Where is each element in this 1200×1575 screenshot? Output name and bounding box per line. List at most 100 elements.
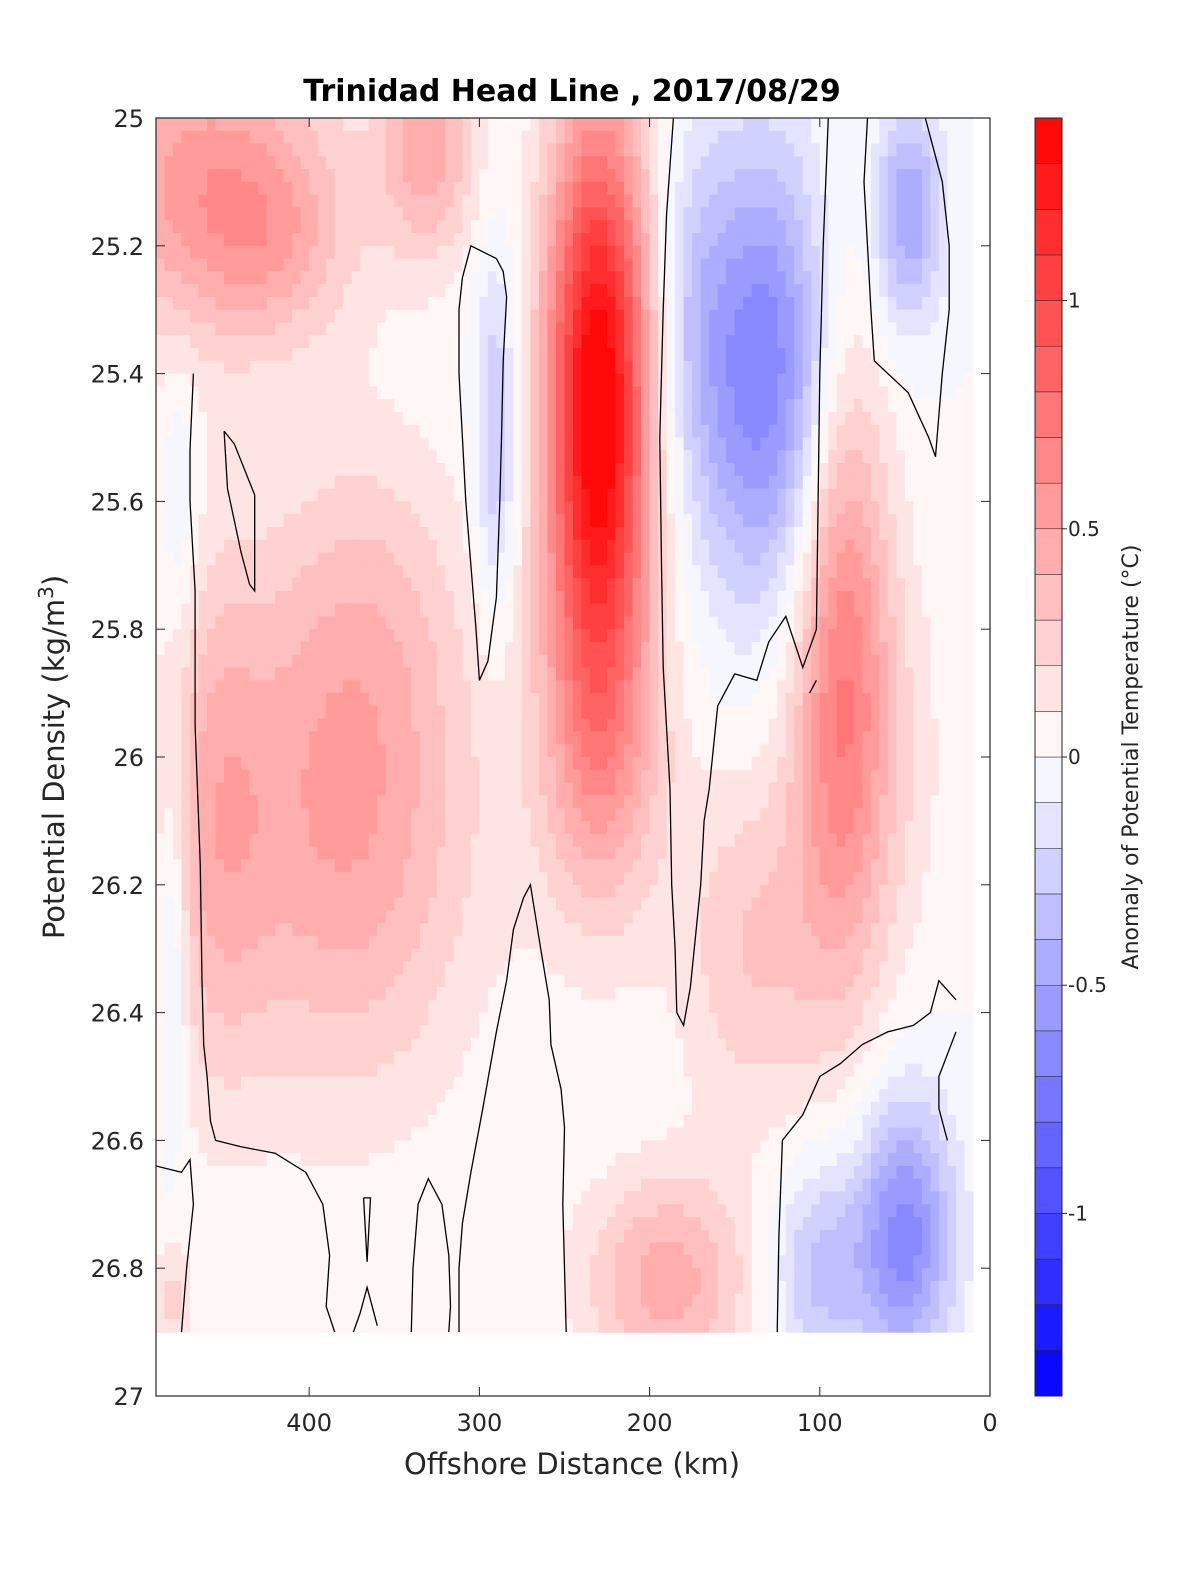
heatmap-cell: [453, 1140, 463, 1154]
heatmap-cell: [377, 194, 387, 209]
heatmap-cell: [487, 859, 498, 873]
heatmap-cell: [207, 948, 217, 963]
heatmap-cell: [266, 386, 276, 400]
heatmap-cell: [309, 1089, 319, 1103]
heatmap-cell: [402, 833, 412, 848]
heatmap-cell: [326, 744, 336, 758]
heatmap-cell: [411, 859, 421, 873]
heatmap-cell: [351, 629, 361, 643]
heatmap-cell: [487, 872, 498, 886]
heatmap-cell: [317, 220, 327, 234]
heatmap-cell: [470, 641, 480, 656]
heatmap-cell: [300, 757, 310, 771]
heatmap-cell: [283, 514, 293, 528]
heatmap-cell: [564, 923, 574, 937]
heatmap-cell: [462, 731, 472, 745]
heatmap-cell: [411, 450, 421, 464]
heatmap-cell: [504, 1204, 515, 1218]
heatmap-cell: [266, 744, 276, 758]
heatmap-cell: [190, 884, 200, 899]
heatmap-cell: [385, 360, 395, 375]
heatmap-cell: [436, 424, 446, 439]
heatmap-cell: [530, 1280, 540, 1295]
heatmap-cell: [266, 1191, 276, 1205]
heatmap-cell: [581, 1319, 591, 1333]
heatmap-cell: [181, 399, 191, 413]
heatmap-cell: [513, 1012, 523, 1026]
heatmap-cell: [487, 1038, 498, 1052]
heatmap-cell: [513, 578, 523, 592]
heatmap-cell: [275, 1293, 285, 1308]
heatmap-cell: [428, 1050, 438, 1065]
heatmap-cell: [360, 169, 370, 183]
heatmap-cell: [445, 999, 455, 1014]
heatmap-cell: [581, 731, 591, 745]
heatmap-cell: [479, 296, 489, 311]
heatmap-cell: [224, 731, 234, 745]
heatmap-cell: [513, 1280, 523, 1295]
heatmap-cell: [436, 284, 446, 298]
heatmap-cell: [385, 833, 395, 848]
heatmap-cell: [479, 1204, 489, 1218]
heatmap-cell: [436, 757, 446, 771]
heatmap-cell: [436, 1153, 446, 1167]
heatmap-cell: [419, 616, 429, 630]
heatmap-cell: [207, 974, 217, 988]
heatmap-cell: [317, 1127, 327, 1141]
heatmap-cell: [283, 782, 293, 796]
heatmap-cell: [385, 552, 395, 566]
heatmap-cell: [300, 348, 310, 362]
heatmap-cell: [377, 705, 387, 720]
heatmap-cell: [258, 169, 268, 183]
heatmap-cell: [164, 450, 174, 464]
heatmap-cell: [198, 1140, 208, 1154]
heatmap-cell: [266, 897, 276, 911]
heatmap-cell: [275, 1114, 285, 1129]
heatmap-cell: [521, 1293, 532, 1308]
heatmap-cell: [309, 961, 319, 975]
heatmap-cell: [207, 897, 217, 911]
heatmap-cell: [343, 348, 353, 362]
heatmap-cell: [555, 757, 566, 771]
heatmap-cell: [530, 1025, 540, 1039]
heatmap-cell: [590, 1165, 600, 1180]
heatmap-cell: [156, 782, 166, 796]
heatmap-cell: [462, 641, 472, 656]
heatmap-cell: [598, 693, 608, 707]
heatmap-cell: [547, 782, 557, 796]
heatmap-cell: [453, 424, 463, 439]
heatmap-cell: [513, 1178, 523, 1193]
heatmap-cell: [317, 987, 327, 1001]
heatmap-cell: [343, 552, 353, 566]
heatmap-cell: [436, 399, 446, 413]
heatmap-cell: [368, 143, 378, 157]
heatmap-cell: [164, 910, 174, 924]
heatmap-cell: [385, 118, 395, 132]
heatmap-cell: [164, 386, 174, 400]
heatmap-cell: [292, 322, 302, 336]
heatmap-cell: [487, 1114, 498, 1129]
heatmap-cell: [334, 846, 344, 860]
heatmap-cell: [334, 373, 344, 387]
heatmap-cell: [547, 1038, 557, 1052]
heatmap-cell: [156, 705, 166, 720]
heatmap-cell: [547, 1191, 557, 1205]
heatmap-cell: [300, 846, 310, 860]
heatmap-cell: [453, 999, 463, 1014]
heatmap-cell: [419, 1165, 429, 1180]
heatmap-cell: [317, 463, 327, 477]
heatmap-cell: [241, 271, 251, 285]
heatmap-cell: [590, 795, 600, 809]
heatmap-cell: [394, 629, 404, 643]
heatmap-cell: [555, 961, 566, 975]
heatmap-cell: [215, 1217, 225, 1231]
heatmap-cell: [598, 501, 608, 515]
heatmap-cell: [275, 1255, 285, 1269]
heatmap-cell: [283, 463, 293, 477]
heatmap-cell: [428, 961, 438, 975]
heatmap-cell: [428, 705, 438, 720]
heatmap-cell: [351, 1012, 361, 1026]
heatmap-cell: [436, 1089, 446, 1103]
heatmap-cell: [215, 999, 225, 1014]
heatmap-cell: [547, 961, 557, 975]
